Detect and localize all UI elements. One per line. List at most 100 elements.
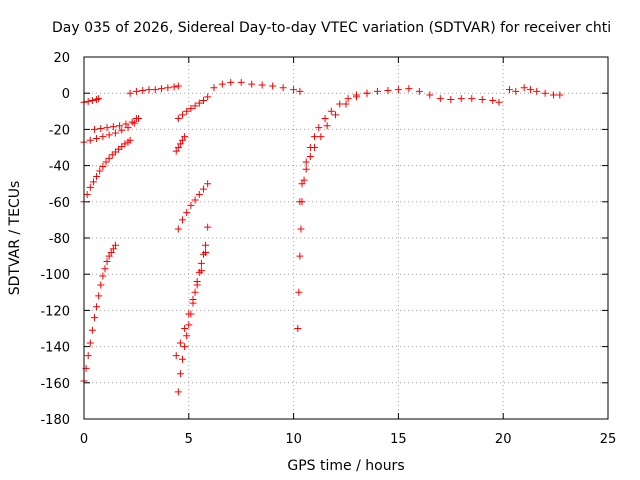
x-tick-label: 0 bbox=[80, 432, 88, 447]
data-point bbox=[116, 122, 124, 130]
data-point bbox=[315, 124, 323, 132]
data-point bbox=[227, 78, 235, 86]
data-point bbox=[296, 198, 304, 206]
data-point bbox=[193, 281, 201, 289]
tick-labels: 0 5 10 15 20 25 20 0 -20 -40 -60 -80 -100 -120 -140 -16… bbox=[40, 51, 616, 447]
data-point bbox=[478, 96, 486, 104]
data-point bbox=[197, 259, 205, 267]
series-arc-4h-minus75 bbox=[174, 180, 212, 233]
series-arc-10h-steep bbox=[294, 85, 503, 332]
data-point bbox=[306, 153, 314, 161]
data-point bbox=[105, 252, 113, 260]
data-points bbox=[80, 78, 564, 396]
data-point bbox=[317, 133, 325, 141]
data-point bbox=[174, 388, 182, 396]
data-point bbox=[176, 339, 184, 347]
chart-title: Day 035 of 2026, Sidereal Day-to-day VTE… bbox=[52, 20, 611, 36]
data-point bbox=[121, 140, 129, 148]
x-axis-label: GPS time / hours bbox=[287, 458, 404, 474]
data-point bbox=[97, 124, 105, 132]
data-point bbox=[342, 100, 350, 108]
x-tick-label: 10 bbox=[285, 432, 302, 447]
data-point bbox=[505, 86, 513, 94]
data-point bbox=[83, 191, 91, 199]
data-point bbox=[258, 81, 266, 89]
data-point bbox=[101, 265, 109, 273]
data-point bbox=[373, 87, 381, 95]
data-point bbox=[300, 176, 308, 184]
data-point bbox=[311, 133, 319, 141]
data-point bbox=[124, 124, 132, 132]
y-tick-label: -100 bbox=[40, 268, 70, 283]
data-point bbox=[210, 84, 218, 92]
data-point bbox=[520, 84, 528, 92]
axis-ticks bbox=[83, 56, 609, 420]
y-tick-label: 0 bbox=[62, 87, 70, 102]
data-point bbox=[384, 86, 392, 94]
plot-frame bbox=[83, 56, 609, 420]
data-point bbox=[204, 223, 212, 231]
data-point bbox=[99, 272, 107, 280]
x-tick-label: 15 bbox=[390, 432, 407, 447]
data-point bbox=[139, 86, 147, 94]
data-point bbox=[269, 82, 277, 90]
data-point bbox=[181, 325, 189, 332]
grid bbox=[84, 57, 608, 419]
data-point bbox=[174, 115, 182, 123]
y-tick-label: 20 bbox=[53, 51, 70, 66]
data-point bbox=[248, 80, 256, 88]
data-point bbox=[174, 225, 182, 233]
series-arc-4h-upper bbox=[174, 93, 212, 123]
data-point bbox=[88, 96, 96, 104]
y-tick-label: -40 bbox=[49, 160, 70, 175]
data-point bbox=[164, 84, 172, 92]
data-point bbox=[352, 93, 360, 101]
data-point bbox=[176, 140, 184, 148]
data-point bbox=[185, 321, 193, 329]
data-point bbox=[90, 314, 98, 322]
data-point bbox=[96, 167, 104, 175]
data-point bbox=[405, 85, 413, 93]
data-point bbox=[111, 129, 119, 137]
data-point bbox=[95, 95, 103, 103]
data-point bbox=[134, 115, 142, 123]
data-point bbox=[199, 96, 207, 104]
data-point bbox=[103, 258, 111, 266]
data-point bbox=[84, 352, 92, 360]
data-point bbox=[90, 125, 98, 133]
data-point bbox=[541, 89, 549, 97]
data-point bbox=[187, 201, 195, 209]
data-point bbox=[176, 370, 184, 378]
data-point bbox=[311, 144, 319, 151]
data-point bbox=[181, 133, 189, 141]
data-point bbox=[294, 325, 302, 332]
data-point bbox=[298, 180, 306, 188]
data-point bbox=[218, 80, 226, 88]
data-point bbox=[158, 85, 166, 93]
data-point bbox=[93, 172, 101, 180]
data-point bbox=[93, 303, 101, 311]
data-point bbox=[151, 86, 159, 94]
data-point bbox=[183, 209, 191, 217]
data-point bbox=[447, 96, 455, 104]
data-point bbox=[179, 355, 187, 363]
data-point bbox=[394, 86, 402, 94]
data-point bbox=[93, 134, 101, 142]
data-point bbox=[526, 86, 534, 94]
data-point bbox=[296, 87, 304, 95]
y-tick-label: -60 bbox=[49, 196, 70, 211]
data-point bbox=[489, 96, 497, 104]
data-point bbox=[111, 241, 119, 249]
data-point bbox=[468, 95, 476, 103]
data-point bbox=[122, 120, 130, 128]
series-arc-21h bbox=[505, 84, 564, 99]
data-point bbox=[86, 183, 94, 191]
y-tick-label: -20 bbox=[49, 123, 70, 138]
data-point bbox=[187, 105, 195, 113]
data-point bbox=[556, 91, 564, 99]
data-point bbox=[126, 89, 134, 97]
series-arc-minus60 bbox=[80, 136, 134, 206]
data-point bbox=[174, 82, 182, 90]
data-point bbox=[179, 216, 187, 224]
